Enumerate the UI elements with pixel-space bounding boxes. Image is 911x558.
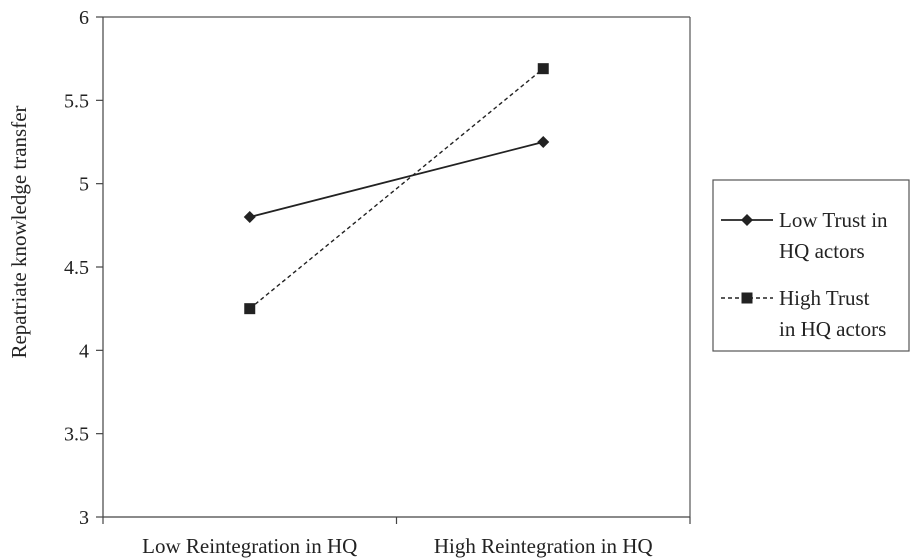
x-tick-label: Low Reintegration in HQ [142,534,357,558]
series-2 [244,63,549,315]
plot-area [102,16,691,518]
legend-label: HQ actors [779,239,865,263]
legend-label: High Trust [779,286,870,310]
data-point-diamond [537,136,550,148]
y-tick-label: 5.5 [64,90,89,112]
series-layer [243,63,550,315]
legend-label: Low Trust in [779,208,888,232]
y-tick-label: 3 [79,507,89,529]
series-1 [243,136,550,223]
legend-entry-1: Low Trust in HQ actors [721,208,888,263]
series-line [249,141,544,218]
legend-label: in HQ actors [779,317,886,341]
y-tick-label: 4.5 [64,257,89,279]
legend: Low Trust in HQ actors High Trust in HQ act… [712,179,910,352]
data-point-square [537,63,549,75]
data-point-square [244,303,256,315]
legend-marker [741,214,753,226]
data-point-diamond [243,211,256,223]
legend-marker [741,292,753,304]
legend-entry-2: High Trust in HQ actors [721,286,886,341]
y-ticks: 3 3.5 4 4.5 5 5.5 6 [64,7,103,529]
y-tick-label: 4 [79,340,89,362]
series-line [249,68,544,310]
y-tick-label: 5 [79,174,89,196]
y-tick-label: 6 [79,7,89,29]
x-tick-label: High Reintegration in HQ [434,534,653,558]
legend-box [712,179,910,352]
x-ticks: Low Reintegration in HQ High Reintegratio… [102,517,691,558]
y-axis-label: Repatriate knowledge transfer [7,105,31,358]
y-tick-label: 3.5 [64,424,89,446]
